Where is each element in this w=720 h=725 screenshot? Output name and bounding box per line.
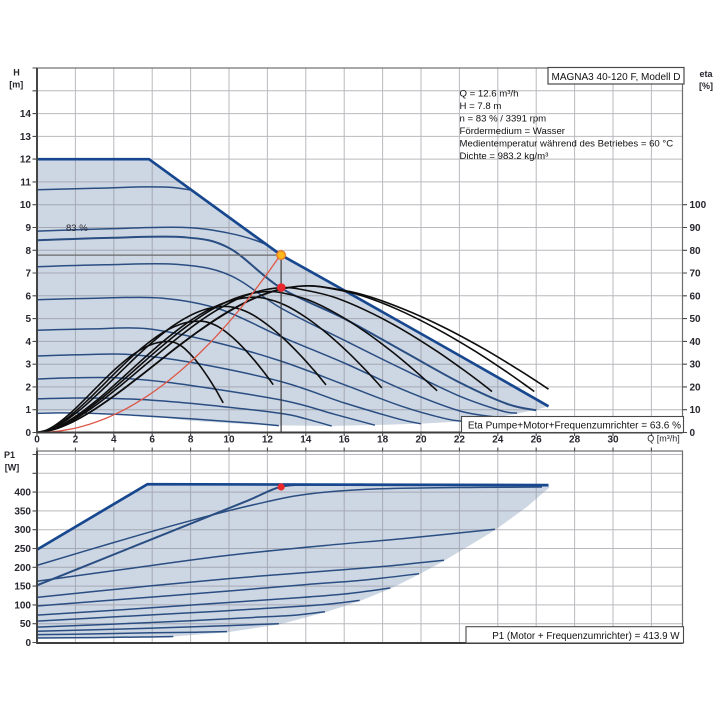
svg-text:H: H [13,68,20,78]
svg-text:100: 100 [690,200,707,211]
svg-text:30: 30 [607,435,619,446]
svg-text:2: 2 [25,382,31,393]
svg-text:24: 24 [492,435,504,446]
svg-text:8: 8 [188,435,194,446]
svg-text:Dichte = 983.2 kg/m³: Dichte = 983.2 kg/m³ [460,151,549,162]
svg-text:[W]: [W] [5,463,20,473]
svg-text:28: 28 [569,435,581,446]
svg-text:6: 6 [25,291,31,302]
svg-text:Q [m³/h]: Q [m³/h] [647,434,680,444]
svg-text:20: 20 [415,435,427,446]
svg-text:P1: P1 [4,450,15,460]
svg-text:P1 (Motor + Frequenzumrichter): P1 (Motor + Frequenzumrichter) = 413.9 W [492,631,680,642]
svg-text:3: 3 [25,360,31,371]
svg-text:9: 9 [25,223,31,234]
svg-text:18: 18 [377,435,389,446]
svg-text:350: 350 [14,506,31,517]
svg-text:14: 14 [300,435,312,446]
svg-text:H = 7.8 m: H = 7.8 m [460,101,502,112]
svg-text:1: 1 [25,405,31,416]
svg-text:0: 0 [690,428,696,439]
svg-text:50: 50 [20,619,32,630]
svg-text:90: 90 [690,223,702,234]
svg-text:16: 16 [339,435,351,446]
svg-text:13: 13 [20,132,32,143]
svg-text:0: 0 [34,435,40,446]
svg-text:10: 10 [20,200,32,211]
svg-text:250: 250 [14,544,31,555]
svg-text:200: 200 [14,563,31,574]
svg-text:50: 50 [690,314,702,325]
svg-text:150: 150 [14,582,31,593]
svg-text:8: 8 [25,246,31,257]
svg-text:83 %: 83 % [66,223,88,234]
svg-text:400: 400 [14,488,31,499]
svg-text:2: 2 [73,435,79,446]
svg-text:n = 83 % / 3391 rpm: n = 83 % / 3391 rpm [460,113,547,124]
svg-text:7: 7 [25,269,31,280]
svg-text:0: 0 [25,638,31,649]
svg-text:12: 12 [262,435,274,446]
svg-text:Q = 12.6 m³/h: Q = 12.6 m³/h [460,88,519,99]
svg-text:40: 40 [690,337,702,348]
svg-text:30: 30 [690,360,702,371]
svg-text:4: 4 [111,435,117,446]
svg-text:Eta Pumpe+Motor+Frequenzumrich: Eta Pumpe+Motor+Frequenzumrichter = 63.6… [468,420,681,431]
svg-text:70: 70 [690,269,702,280]
svg-text:10: 10 [223,435,235,446]
svg-text:MAGNA3 40-120 F, Modell D: MAGNA3 40-120 F, Modell D [552,72,681,83]
svg-text:[m]: [m] [9,80,23,90]
svg-text:4: 4 [25,337,31,348]
svg-text:6: 6 [149,435,155,446]
svg-text:80: 80 [690,246,702,257]
svg-text:Fördermedium = Wasser: Fördermedium = Wasser [460,126,566,137]
svg-text:10: 10 [690,405,702,416]
svg-text:[%]: [%] [699,81,713,91]
svg-text:5: 5 [25,314,31,325]
svg-text:300: 300 [14,525,31,536]
svg-text:60: 60 [690,291,702,302]
svg-text:22: 22 [454,435,466,446]
svg-text:100: 100 [14,600,31,611]
svg-text:0: 0 [25,428,31,439]
svg-text:20: 20 [690,382,702,393]
svg-text:26: 26 [531,435,543,446]
svg-text:eta: eta [699,69,713,79]
svg-text:12: 12 [20,155,32,166]
svg-text:14: 14 [20,109,32,120]
svg-text:Medientemperatur während des B: Medientemperatur während des Betriebes =… [460,139,674,150]
svg-text:11: 11 [20,177,31,188]
